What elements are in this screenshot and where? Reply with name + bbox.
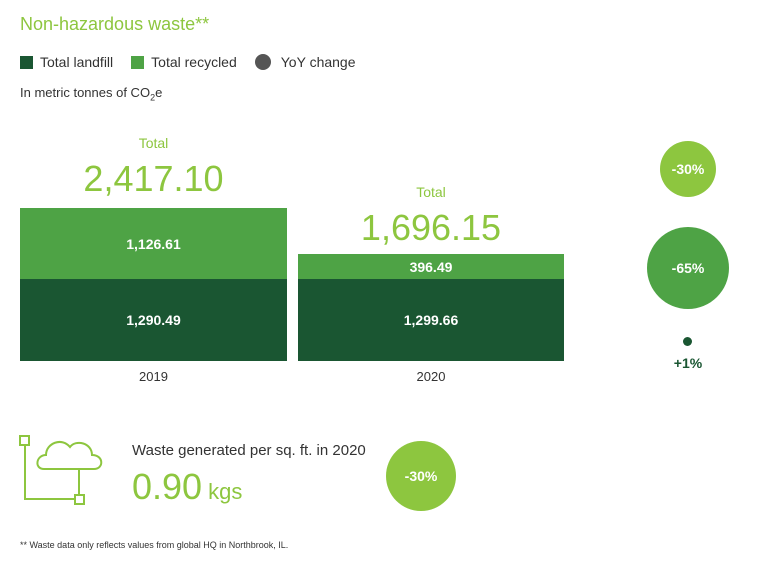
legend-label: Total landfill [40, 54, 114, 70]
bar-recycled-2020 [298, 254, 564, 279]
legend-item-recycled: Total recycled [131, 54, 237, 70]
legend-item-yoy: YoY change [254, 54, 356, 70]
x-tick-2019: 2019 [139, 369, 168, 384]
bar-label-landfill-2020: 1,299.66 [403, 312, 459, 328]
per-sqft-label: Waste generated per sq. ft. in 2020 [132, 442, 366, 459]
bar-landfill-2019 [20, 279, 287, 361]
x-tick-2020: 2020 [416, 369, 446, 384]
legend-swatch-recycled [131, 55, 145, 69]
per-sqft-change-bubble: -30% [386, 441, 456, 511]
chart-title: Non-hazardous waste** [20, 14, 210, 34]
cloud-icon [19, 435, 103, 505]
bar-recycled-2019 [20, 208, 287, 279]
legend-swatch-landfill [20, 55, 33, 69]
legend-label: YoY change [280, 54, 356, 70]
legend-swatch-yoy [254, 54, 271, 70]
bar-label-recycled-2020: 396.49 [409, 258, 453, 275]
total-value-2020: 1,696.15 [360, 207, 502, 248]
total-label-2019: Total [138, 135, 169, 151]
yoy-bubble-total: -30% [660, 141, 716, 197]
yoy-bubble-recycled: -65% [647, 227, 729, 309]
bar-label-recycled-2019: 1,126.61 [126, 235, 181, 252]
per-sqft-value: 0.90 kgs [132, 466, 243, 507]
legend: Total landfill Total recycled YoY change [20, 54, 374, 70]
yoy-bubble-landfill [683, 337, 692, 346]
yoy-label-landfill: +1% [673, 355, 703, 371]
legend-item-landfill: Total landfill [20, 54, 113, 70]
footnote: ** Waste data only reflects values from … [20, 540, 289, 550]
bar-label-landfill-2019: 1,290.49 [126, 312, 181, 328]
bar-landfill-2020 [298, 279, 564, 361]
total-label-2020: Total [416, 184, 446, 200]
legend-label: Total recycled [151, 54, 237, 70]
total-value-2019: 2,417.10 [83, 158, 224, 199]
units-label: In metric tonnes of CO2e [20, 85, 163, 103]
